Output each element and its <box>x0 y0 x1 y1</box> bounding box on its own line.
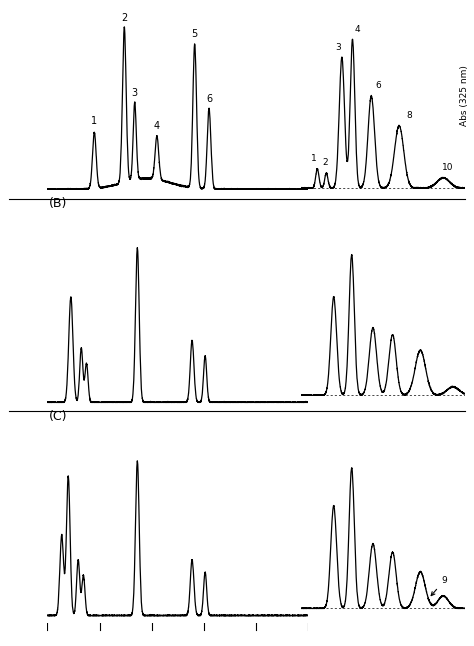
Text: 9: 9 <box>431 576 447 596</box>
Text: 10: 10 <box>442 163 454 172</box>
Text: 6: 6 <box>206 94 212 104</box>
Text: 5: 5 <box>191 29 198 39</box>
Text: 4: 4 <box>355 25 360 34</box>
Text: (B): (B) <box>49 197 67 210</box>
Text: 8: 8 <box>406 111 412 120</box>
Text: 3: 3 <box>132 88 138 98</box>
Text: 3: 3 <box>335 43 341 52</box>
Text: 1: 1 <box>311 154 317 163</box>
Text: Abs (325 nm): Abs (325 nm) <box>460 65 469 126</box>
Text: (C): (C) <box>49 410 67 423</box>
Text: 4: 4 <box>154 121 160 131</box>
Text: 1: 1 <box>91 116 97 127</box>
Text: 2: 2 <box>322 158 328 167</box>
Text: 6: 6 <box>375 81 381 90</box>
Text: 2: 2 <box>121 13 128 23</box>
